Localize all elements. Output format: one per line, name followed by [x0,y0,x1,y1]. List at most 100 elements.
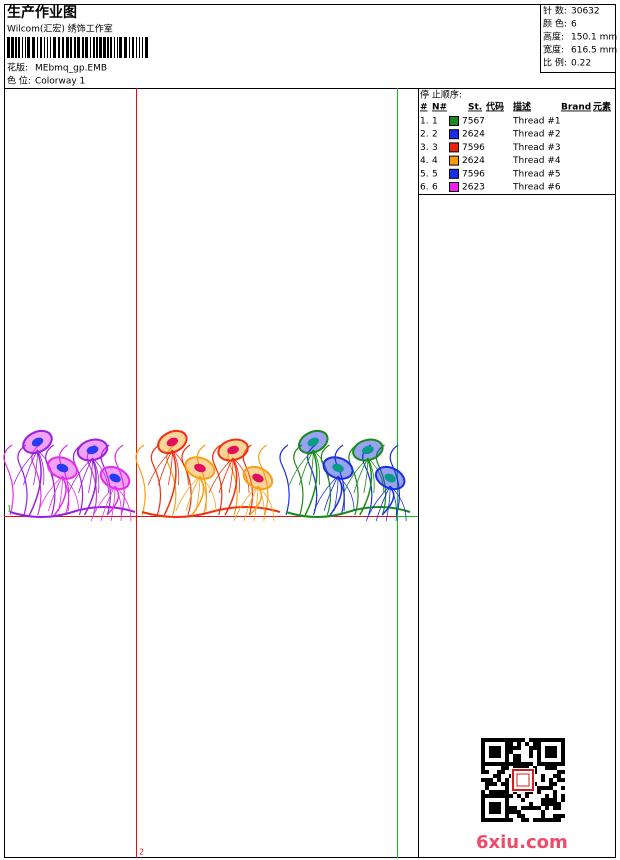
barb [313,449,330,486]
qr-cell [553,750,557,754]
qr-cell [521,806,525,810]
qr-cell [481,790,485,794]
qr-code [481,738,565,822]
fringe [258,444,269,516]
qr-cell [553,798,557,802]
qr-cell [481,766,485,770]
qr-cell [525,818,529,822]
barb [232,457,240,494]
qr-cell [561,746,565,750]
barb [253,485,259,522]
qr-cell [489,794,493,798]
qr-cell [485,778,489,782]
qr-cell [553,794,557,798]
qr-cell [493,750,497,754]
barb [385,485,391,522]
barb [375,485,391,522]
qr-cell [549,738,553,742]
qr-cell [553,766,557,770]
bar [22,37,23,58]
barb [389,485,397,522]
qr-cell [505,806,509,810]
qr-cell [533,818,537,822]
qr-cell [481,754,485,758]
qr-cell [541,814,545,818]
qr-cell [545,738,549,742]
needle: 5 [432,169,438,179]
qr-cell [489,802,493,806]
barb [185,475,201,512]
qr-cell [497,802,501,806]
bar [136,37,137,58]
thread-code: 7596 [462,169,485,179]
barb [257,485,265,522]
bar [25,37,26,58]
feather-eye [332,463,344,473]
qr-cell [505,778,509,782]
qr-cell [481,798,485,802]
qr-cell [489,790,493,794]
qr-cell [549,782,553,786]
barb [298,449,314,486]
qr-cell [493,790,497,794]
bar [11,37,14,58]
qr-cell [517,754,521,758]
qr-cell [505,758,509,762]
needle: 3 [432,143,438,153]
qr-cell [537,742,541,746]
qr-cell [517,810,521,814]
stem [224,459,238,516]
qr-cell [497,750,501,754]
qr-cell [501,794,505,798]
qr-cell [537,786,541,790]
feather-eye [361,445,374,455]
stat-value: 150.1 mm [571,33,617,43]
qr-cell [557,762,561,766]
needle: 4 [432,156,438,166]
qr-cell [489,754,493,758]
qr-cell [481,758,485,762]
row-index: 5. [420,169,429,179]
qr-cell [509,810,513,814]
qr-cell [545,818,549,822]
barb [199,475,207,512]
stat-value: 6 [571,20,577,30]
qr-cell [545,762,549,766]
barb [175,475,201,512]
qr-cell [485,762,489,766]
barb [312,449,321,486]
qr-cell [489,762,493,766]
qr-cell [485,818,489,822]
fringe [166,444,177,516]
qr-cell [481,778,485,782]
barb [110,485,116,522]
watermark: 6xiu.com [476,832,568,853]
qr-cell [517,746,521,750]
qr-cell [545,794,549,798]
barb [257,485,275,522]
base-curl [285,506,411,518]
qr-cell [529,806,533,810]
qr-cell [521,738,525,742]
feather-eye [166,437,179,447]
row-index: 3. [420,143,429,153]
bar [139,37,140,58]
qr-cell [545,766,549,770]
qr-cell [549,778,553,782]
fringe [100,444,112,516]
barb [323,475,339,512]
qr-cell [537,762,541,766]
bar [77,37,80,58]
fringe [279,444,290,516]
studio: Wilcom(汇宏) 绣饰工作室 [7,23,113,35]
bar [129,37,130,58]
fringe [17,444,28,516]
qr-cell [485,794,489,798]
qr-cell [517,758,521,762]
qr-cell [525,794,529,798]
row-index: 1. [420,117,429,127]
thread-code: 7567 [462,117,485,127]
qr-cell [513,762,517,766]
qr-cell [549,762,553,766]
qr-cell [509,742,513,746]
